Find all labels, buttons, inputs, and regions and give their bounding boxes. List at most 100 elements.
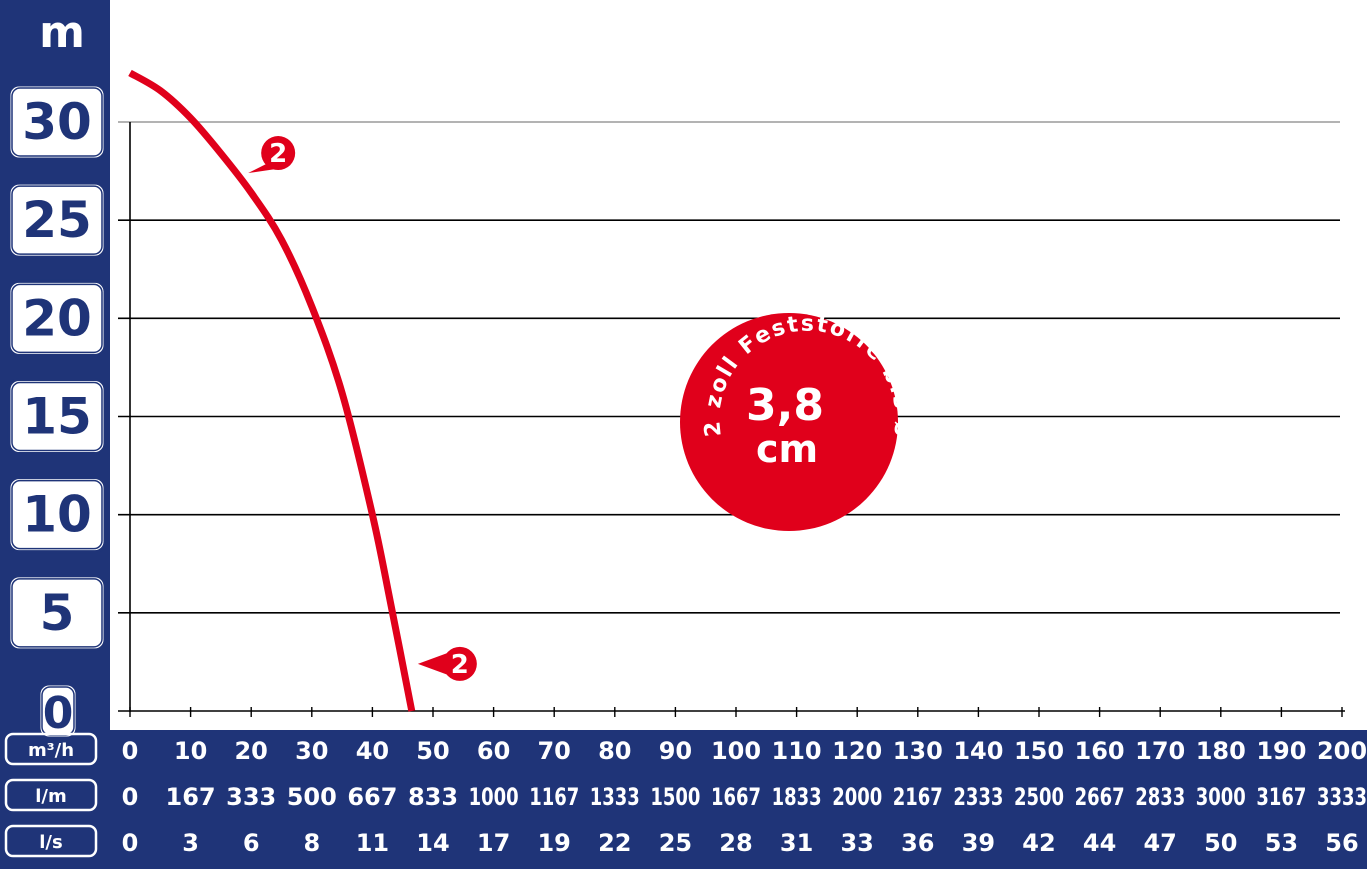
curve-marker-label: 2 xyxy=(269,139,287,169)
x-tick-label: 100 xyxy=(711,737,761,765)
y-tick-box-inner xyxy=(11,479,103,550)
x-tick-label: 31 xyxy=(780,829,813,857)
y-tick-box-inner xyxy=(11,578,103,648)
x-tick-label: 3167 xyxy=(1256,783,1306,811)
curve-marker: 2 xyxy=(417,646,477,681)
x-tick-label: 3333 xyxy=(1317,783,1367,811)
x-tick-label: 167 xyxy=(166,783,216,811)
x-tick-label: 6 xyxy=(243,829,260,857)
x-tick-label: 150 xyxy=(1014,737,1064,765)
curve-marker: 2 xyxy=(248,136,296,174)
x-tick-label: 53 xyxy=(1265,829,1298,857)
x-tick-label: 1000 xyxy=(469,783,519,811)
x-tick-label: 0 xyxy=(122,829,139,857)
x-row-unit-label: l/s xyxy=(39,832,62,853)
x-row-unit-box xyxy=(4,824,98,858)
x-tick-label: 333 xyxy=(226,783,276,811)
x-tick-label: 8 xyxy=(303,829,320,857)
x-tick-label: 47 xyxy=(1143,829,1176,857)
x-tick-label: 110 xyxy=(772,737,822,765)
y-tick-box xyxy=(7,83,107,161)
x-tick-label: 1333 xyxy=(590,783,640,811)
x-tick-label: 19 xyxy=(537,829,570,857)
y-tick-box xyxy=(7,574,107,652)
y-tick-box xyxy=(37,682,79,740)
y-tick-label: 30 xyxy=(22,93,92,151)
x-tick-label: 17 xyxy=(477,829,510,857)
x-tick-label: 3 xyxy=(182,829,199,857)
solids-badge-value: 3,8 xyxy=(746,380,824,431)
y-tick-box-inner xyxy=(11,283,103,354)
curve-marker-label: 2 xyxy=(451,650,469,680)
x-tick-label: 14 xyxy=(416,829,449,857)
x-tick-label: 30 xyxy=(295,737,328,765)
x-row-unit-label: l/m xyxy=(35,786,67,807)
x-tick-label: 1167 xyxy=(529,783,579,811)
x-tick-label: 190 xyxy=(1256,737,1306,765)
x-tick-label: 10 xyxy=(174,737,207,765)
solids-badge xyxy=(680,313,898,531)
pump-curve-line xyxy=(128,69,416,712)
x-tick-label: 20 xyxy=(234,737,267,765)
x-tick-label: 1833 xyxy=(772,783,822,811)
x-tick-label: 140 xyxy=(953,737,1003,765)
x-tick-label: 667 xyxy=(347,783,397,811)
x-tick-label: 39 xyxy=(962,829,995,857)
x-tick-label: 56 xyxy=(1325,829,1358,857)
x-tick-label: 36 xyxy=(901,829,934,857)
y-tick-label: 10 xyxy=(22,486,92,544)
y-axis-unit-label: m xyxy=(39,7,85,58)
y-tick-box xyxy=(7,181,107,259)
x-tick-label: 120 xyxy=(832,737,882,765)
x-tick-label: 0 xyxy=(122,783,139,811)
x-tick-label: 11 xyxy=(356,829,389,857)
x-tick-label: 200 xyxy=(1317,737,1367,765)
x-tick-label: 70 xyxy=(537,737,570,765)
x-tick-label: 60 xyxy=(477,737,510,765)
x-tick-label: 500 xyxy=(287,783,337,811)
y-tick-label: 20 xyxy=(22,289,92,347)
x-tick-label: 160 xyxy=(1075,737,1125,765)
x-tick-label: 0 xyxy=(122,737,139,765)
y-tick-label: 5 xyxy=(40,584,75,642)
y-tick-box xyxy=(7,378,107,455)
y-tick-box xyxy=(7,279,107,357)
y-tick-label: 15 xyxy=(22,388,92,446)
x-tick-label: 1667 xyxy=(711,783,761,811)
x-tick-label: 50 xyxy=(416,737,449,765)
x-row-unit-box xyxy=(4,778,98,812)
y-tick-label: 0 xyxy=(43,688,74,739)
x-tick-label: 2833 xyxy=(1135,783,1185,811)
y-tick-box-inner xyxy=(11,185,103,255)
x-tick-label: 80 xyxy=(598,737,631,765)
x-tick-label: 3000 xyxy=(1196,783,1246,811)
x-tick-label: 90 xyxy=(659,737,692,765)
x-tick-label: 42 xyxy=(1022,829,1055,857)
y-tick-box xyxy=(7,476,107,554)
x-tick-label: 2667 xyxy=(1075,783,1125,811)
y-tick-label: 25 xyxy=(22,191,92,249)
x-tick-label: 44 xyxy=(1083,829,1116,857)
x-tick-label: 2000 xyxy=(832,783,882,811)
x-tick-label: 2167 xyxy=(893,783,943,811)
x-tick-label: 33 xyxy=(840,829,873,857)
y-tick-box-inner xyxy=(11,381,103,452)
x-tick-label: 2333 xyxy=(953,783,1003,811)
x-tick-label: 50 xyxy=(1204,829,1237,857)
x-row-unit-box xyxy=(4,732,98,766)
x-axis-panel xyxy=(0,730,1367,869)
x-row-unit-label: m³/h xyxy=(28,740,74,761)
x-tick-label: 833 xyxy=(408,783,458,811)
solids-badge-unit: cm xyxy=(756,427,818,471)
x-tick-label: 22 xyxy=(598,829,631,857)
x-tick-label: 2500 xyxy=(1014,783,1064,811)
x-tick-label: 1500 xyxy=(650,783,700,811)
y-tick-box-inner xyxy=(11,87,103,157)
x-tick-label: 25 xyxy=(659,829,692,857)
x-tick-label: 130 xyxy=(893,737,943,765)
x-tick-label: 40 xyxy=(356,737,389,765)
x-tick-label: 28 xyxy=(719,829,752,857)
x-tick-label: 180 xyxy=(1196,737,1246,765)
